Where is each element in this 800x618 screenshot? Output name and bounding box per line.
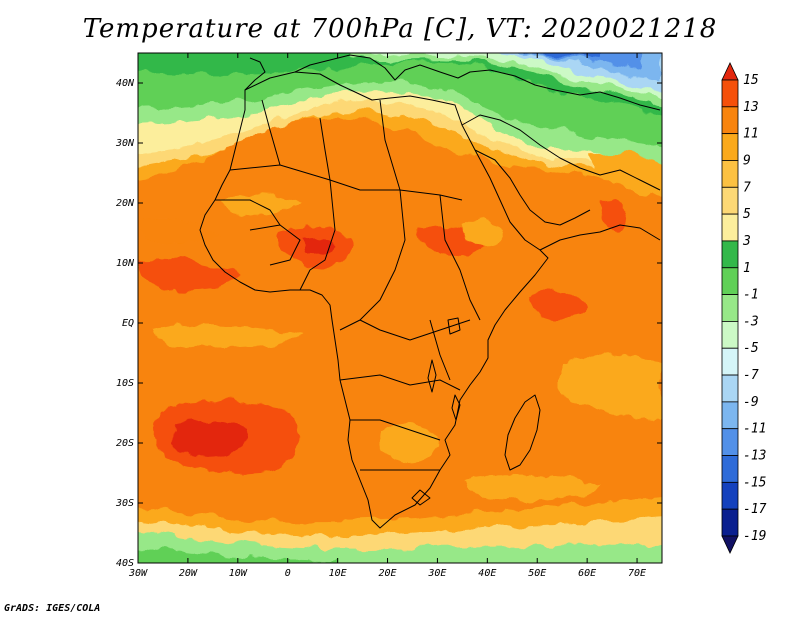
colorbar-label: 9: [743, 153, 751, 168]
colorbar-label: 3: [742, 234, 751, 249]
lat-tick-label: 20S: [116, 438, 134, 449]
latitude-axis: 40N 30N 20N 10N EQ 10S 20S 30S 40S: [115, 78, 662, 569]
colorbar-swatch: [721, 79, 739, 108]
lat-tick-label: 10N: [116, 258, 135, 269]
lat-tick-label: 30N: [115, 138, 135, 149]
colorbar-label: 1: [743, 261, 751, 276]
colorbar-swatch: [721, 186, 739, 215]
colorbar-swatch: [721, 106, 739, 135]
colorbar-top-arrow: [721, 62, 739, 81]
color-legend: 15 13 11 9 7 5 3 1 -1 -3 -5 -7 -9 -11 -13 -15 -17 -19: [721, 62, 767, 554]
lon-tick-label: 0: [285, 568, 291, 579]
lon-tick-label: 40E: [478, 568, 496, 579]
grads-credit: GrADS: IGES/COLA: [4, 603, 101, 614]
colorbar-label: -13: [743, 449, 766, 464]
lat-tick-label: 30S: [115, 498, 134, 509]
lon-tick-label: 20W: [179, 568, 198, 579]
colorbar-swatch: [721, 294, 739, 322]
colorbar-label: -19: [743, 529, 766, 544]
colorbar-swatch: [721, 455, 739, 483]
coastlines-and-borders: [199, 54, 661, 529]
lat-tick-label: 10S: [116, 378, 134, 389]
map-frame: [137, 52, 663, 564]
colorbar-swatch: [721, 267, 739, 295]
colorbar-label: -9: [743, 395, 759, 410]
colorbar-label: 7: [743, 180, 751, 195]
lat-tick-label: EQ: [122, 318, 134, 329]
lon-tick-label: 10E: [329, 568, 347, 579]
colorbar-swatch: [721, 321, 739, 349]
lon-tick-label: 30E: [427, 568, 446, 579]
colorbar-label: -11: [743, 422, 766, 437]
lon-tick-label: 60E: [578, 568, 596, 579]
colorbar-label: -15: [743, 475, 767, 490]
colorbar-label: 5: [743, 207, 751, 222]
lon-tick-label: 30W: [128, 568, 148, 579]
colorbar-label: -5: [743, 341, 759, 356]
colorbar-bottom-arrow: [721, 535, 739, 554]
colorbar-swatch: [721, 240, 739, 269]
lon-tick-label: 50E: [528, 568, 546, 579]
colorbar-label: -17: [743, 502, 767, 517]
colorbar-swatch: [721, 374, 739, 403]
lon-tick-label: 10W: [229, 568, 248, 579]
colorbar-swatch: [721, 133, 739, 161]
colorbar-swatch: [721, 481, 739, 510]
colorbar-swatch: [721, 347, 739, 376]
longitude-axis: 30W 20W 10W 0 10E 20E 30E 40E 50E 60E 70E: [128, 53, 646, 579]
lon-tick-label: 20E: [378, 568, 396, 579]
colorbar-swatch: [721, 160, 739, 188]
lat-tick-label: 20N: [116, 198, 135, 209]
colorbar-swatch: [721, 401, 739, 430]
temperature-field: [138, 53, 662, 563]
colorbar-swatch: [721, 428, 739, 456]
colorbar-label: 13: [743, 100, 759, 115]
colorbar-swatch: [721, 508, 739, 537]
colorbar-label: 15: [743, 73, 759, 88]
colorbar-label: 11: [743, 127, 759, 142]
colorbar-label: -7: [743, 368, 759, 383]
lat-tick-label: 40N: [116, 78, 135, 89]
map-title: Temperature at 700hPa [C], VT: 202002121…: [82, 14, 718, 44]
colorbar-label: -3: [743, 314, 759, 329]
lon-tick-label: 70E: [628, 568, 646, 579]
colorbar-label: -1: [743, 288, 759, 303]
colorbar-swatch: [721, 213, 739, 242]
lat-tick-label: 40S: [116, 558, 134, 569]
